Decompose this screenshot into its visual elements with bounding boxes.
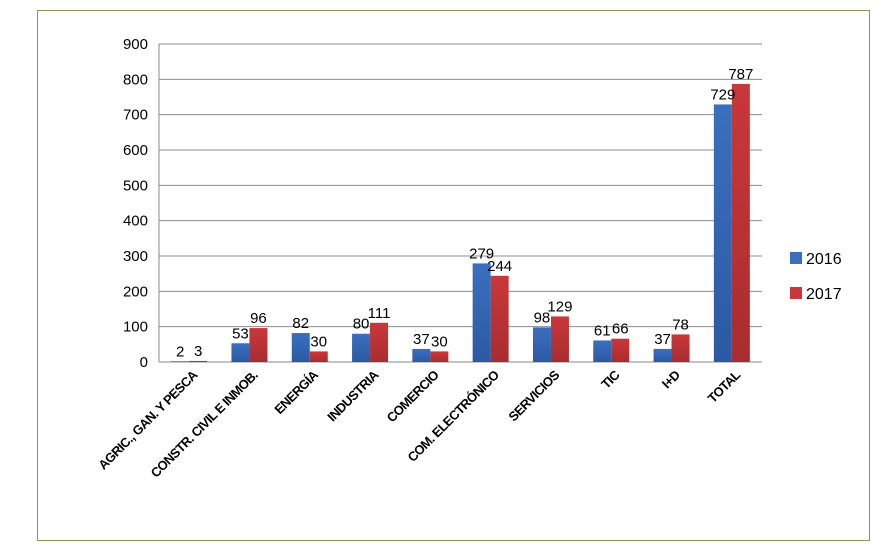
data-label: 80 (353, 316, 370, 333)
y-tick-label: 300 (123, 248, 148, 265)
bar-2017 (550, 316, 569, 362)
y-tick-label: 700 (123, 107, 148, 124)
bar-2016 (171, 361, 190, 362)
bar-2017 (189, 360, 208, 362)
bar-2017 (249, 328, 268, 362)
bar-2017 (731, 83, 750, 362)
chart-frame: 0 100 200 300 400 500 600 700 800 900 2 3 53 96 82 30 8… (37, 10, 870, 541)
bar-2017 (490, 275, 509, 362)
legend-swatch-2016 (790, 252, 802, 264)
data-label: 66 (612, 321, 629, 338)
bar-2016 (291, 333, 310, 362)
legend-swatch-2017 (790, 287, 802, 299)
x-tick-label: AGRIC., GAN. Y PESCA (95, 367, 201, 473)
x-tick-label: INDUSTRIA (324, 367, 382, 425)
y-tick-label: 0 (140, 354, 148, 371)
data-label: 30 (310, 333, 327, 350)
bar-2016 (713, 104, 732, 363)
x-tick-label: TIC (598, 367, 623, 392)
data-label: 3 (194, 343, 202, 360)
data-label: 37 (654, 331, 671, 348)
legend-label: 2016 (806, 251, 842, 268)
x-tick-label: COMERCIO (384, 367, 442, 425)
y-tick-label: 100 (123, 319, 148, 336)
y-axis: 0 100 200 300 400 500 600 700 800 900 (123, 36, 160, 371)
data-label: 244 (487, 258, 512, 275)
data-label: 111 (368, 305, 391, 322)
bar-2016 (472, 263, 491, 362)
bar-2016 (532, 327, 551, 362)
y-tick-label: 800 (123, 71, 148, 88)
bar-2017 (671, 334, 690, 362)
x-tick-label: ENERGÍA (271, 367, 321, 417)
data-label: 53 (232, 325, 249, 342)
data-label: 82 (292, 315, 309, 332)
bar-2017 (309, 351, 328, 362)
y-tick-label: 500 (123, 177, 148, 194)
data-label: 129 (547, 298, 572, 315)
bar-2016 (412, 348, 431, 362)
bar-2016 (352, 333, 371, 362)
data-label: 78 (672, 316, 689, 333)
bar-2017 (611, 338, 630, 362)
bar-2016 (593, 340, 612, 362)
data-label: 279 (469, 245, 494, 262)
y-tick-label: 600 (123, 142, 148, 159)
gridlines (159, 43, 762, 363)
data-label: 96 (250, 310, 267, 327)
bar-2016 (231, 343, 250, 362)
data-label: 98 (534, 309, 551, 326)
y-tick-label: 400 (123, 213, 148, 230)
data-label: 61 (594, 322, 611, 339)
legend-label: 2017 (806, 286, 842, 303)
y-tick-label: 900 (123, 36, 148, 53)
x-tick-label: TOTAL (705, 367, 744, 406)
data-label: 787 (728, 66, 753, 83)
x-tick-label: SERVICIOS (505, 367, 562, 424)
data-label: 2 (176, 343, 184, 360)
bar-2016 (653, 348, 672, 362)
bar-2017 (430, 351, 449, 362)
bar-2017 (370, 322, 389, 362)
legend: 2016 2017 (790, 251, 842, 303)
data-label: 30 (431, 333, 448, 350)
data-label: 729 (710, 86, 735, 103)
x-tick-label: CONSTR. CIVIL E INMOB. (148, 368, 261, 481)
bars (171, 83, 750, 363)
y-tick-label: 200 (123, 283, 148, 300)
x-tick-label: I+D (659, 367, 683, 391)
data-label: 37 (413, 331, 430, 348)
